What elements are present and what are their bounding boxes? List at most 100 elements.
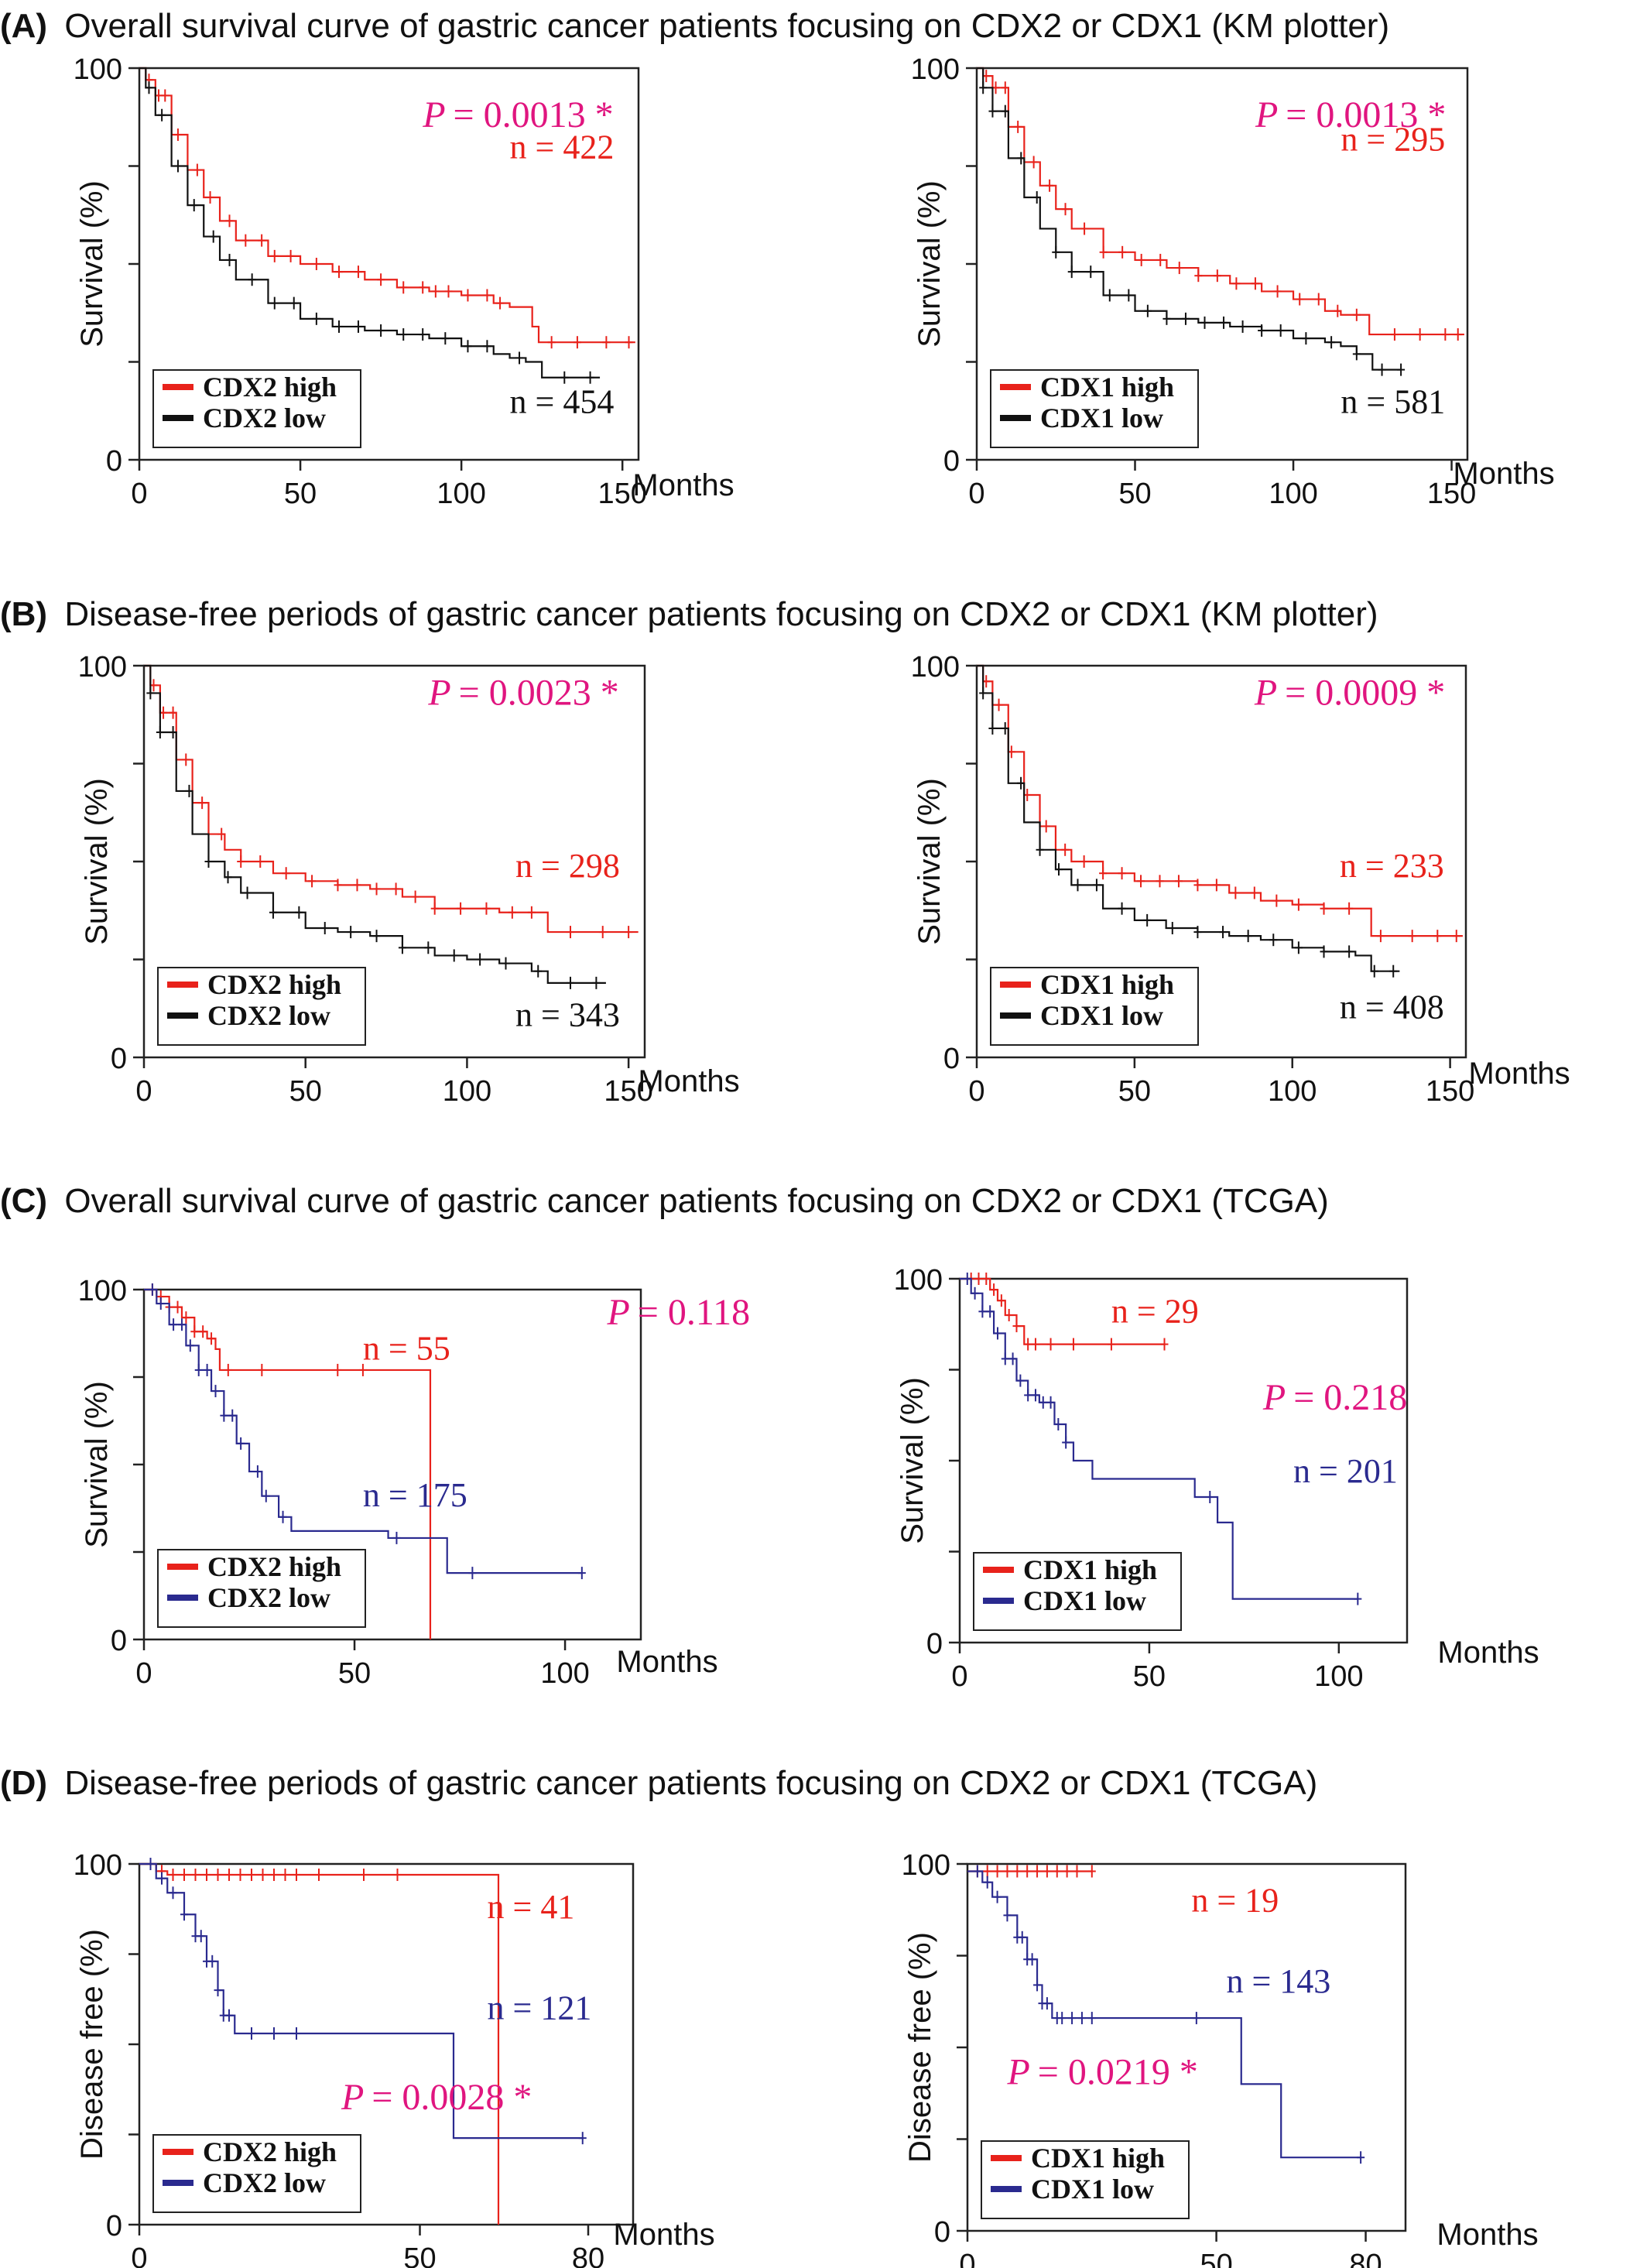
y-tick-label: 0: [106, 445, 122, 478]
x-tick-label: 80: [572, 2242, 604, 2268]
n-label-0: n = 19: [1191, 1882, 1279, 1920]
km-panel-d1: 100 00 50 80 Disease free (%) Months n = 41 n =…: [74, 1849, 715, 2268]
legend-label-0: CDX2 high: [203, 2136, 337, 2167]
title-a: Overall survival curve of gastric cancer…: [64, 7, 1389, 45]
y-tick-label: 100: [894, 1264, 943, 1297]
section-title-d: (D) Disease-free periods of gastric canc…: [0, 1764, 1317, 1802]
n-label-0: n = 298: [515, 847, 620, 885]
title-d: Disease-free periods of gastric cancer p…: [64, 1764, 1317, 1802]
legend-box: [157, 967, 366, 1046]
km-panel-c2: 100 00 50 100 Survival (%) Months n = 29 n = 20…: [894, 1264, 1539, 1693]
y-axis-label: Survival (%): [895, 1377, 930, 1544]
n-label-1: n = 581: [1341, 382, 1445, 420]
n-label-0: n = 295: [1341, 120, 1445, 158]
x-tick-label: 50: [403, 2242, 436, 2268]
p-value-text: = 0.0219 *: [1038, 2051, 1198, 2092]
x-tick-label: 50: [1118, 1075, 1151, 1108]
km-curve-0: [144, 664, 639, 934]
panel-label-a: (A): [0, 7, 47, 45]
p-value-text: = 0.0023 *: [459, 673, 619, 714]
y-tick-label: 0: [934, 2216, 950, 2249]
legend-box: [981, 2140, 1190, 2219]
p-value-symbol: P: [1255, 94, 1278, 135]
p-value: P = 0.0013 *: [1255, 94, 1446, 135]
p-value-text: = 0.0009 *: [1285, 673, 1445, 714]
x-tick-label: 0: [135, 1075, 152, 1108]
y-axis-label: Survival (%): [80, 1381, 114, 1548]
km-curve-1: [960, 1277, 1358, 1600]
p-value: P = 0.118: [606, 1292, 750, 1333]
legend-label-0: CDX2 high: [207, 969, 341, 1000]
title-b: Disease-free periods of gastric cancer p…: [64, 595, 1378, 633]
y-axis-label: Disease free (%): [75, 1929, 109, 2160]
km-panel-a1: 100 00 50 100 150 Survival (%) Months n = 422 n …: [74, 53, 734, 510]
legend-label-0: CDX1 high: [1031, 2143, 1165, 2174]
p-value-symbol: P: [1254, 673, 1277, 714]
x-axis-label: Months: [1453, 457, 1554, 491]
p-value: P = 0.0028 *: [341, 2077, 532, 2118]
legend-box: [152, 369, 361, 448]
legend-label-1: CDX1 low: [1031, 2174, 1154, 2205]
p-value: P = 0.0219 *: [1006, 2051, 1197, 2092]
x-tick-label: 150: [604, 1075, 652, 1108]
n-label-1: n = 175: [363, 1476, 467, 1514]
km-curve-0: [139, 67, 635, 344]
p-value-symbol: P: [341, 2077, 364, 2118]
legend-label-1: CDX2 low: [203, 403, 326, 433]
y-tick-label: 100: [902, 1849, 950, 1882]
p-value-text: = 0.0013 *: [1286, 94, 1446, 135]
km-panel-a2: 100 00 50 100 150 Survival (%) Months n = 295 n …: [911, 53, 1555, 510]
km-panel-b1: 100 00 50 100 150 Survival (%) Months n = 298 n …: [78, 651, 740, 1108]
p-value-symbol: P: [1262, 1377, 1286, 1418]
n-label-0: n = 233: [1340, 847, 1444, 885]
p-value: P = 0.0023 *: [427, 673, 618, 714]
legend-label-0: CDX1 high: [1040, 372, 1174, 403]
x-axis-label: Months: [1436, 2218, 1538, 2252]
n-label-1: n = 143: [1226, 1962, 1330, 2000]
x-tick-label: 150: [1426, 1075, 1474, 1108]
km-panel-d2: 100 00 50 80 Disease free (%) Months n = 19 n =…: [902, 1849, 1539, 2268]
legend-label-1: CDX1 low: [1023, 1585, 1146, 1616]
y-axis-label: Survival (%): [75, 180, 109, 348]
n-label-0: n = 55: [363, 1329, 450, 1367]
p-value-symbol: P: [422, 94, 445, 135]
legend-label-1: CDX2 low: [207, 1000, 330, 1031]
km-curve-1: [967, 1870, 1361, 2159]
p-value-symbol: P: [1006, 2051, 1029, 2092]
p-value-symbol: P: [427, 673, 450, 714]
x-tick-label: 0: [968, 1075, 984, 1108]
panel-label-d: (D): [0, 1764, 47, 1802]
x-tick-label: 50: [338, 1657, 371, 1690]
y-tick-label: 100: [911, 53, 960, 86]
section-title-b: (B) Disease-free periods of gastric canc…: [0, 595, 1378, 633]
x-tick-label: 100: [443, 1075, 491, 1108]
x-tick-label: 50: [1118, 478, 1151, 510]
legend-label-0: CDX1 high: [1023, 1554, 1157, 1585]
p-value: P = 0.0009 *: [1254, 673, 1445, 714]
x-tick-label: 50: [1133, 1660, 1166, 1693]
n-label-1: n = 201: [1293, 1452, 1398, 1490]
x-tick-label: 80: [1349, 2249, 1382, 2268]
p-value-symbol: P: [606, 1292, 629, 1333]
x-tick-label: 0: [959, 2249, 975, 2268]
km-panel-c1: 100 00 50 100 Survival (%) Months n = 55 n = 17…: [78, 1275, 751, 1690]
y-axis-label: Survival (%): [80, 778, 114, 945]
x-tick-label: 100: [1268, 1075, 1317, 1108]
y-tick-label: 100: [74, 53, 122, 86]
p-value-text: = 0.118: [638, 1292, 750, 1333]
legend-label-0: CDX2 high: [207, 1551, 341, 1582]
legend-label-1: CDX2 low: [203, 2167, 326, 2198]
x-tick-label: 0: [131, 478, 147, 510]
y-tick-label: 0: [111, 1625, 127, 1657]
section-title-c: (C) Overall survival curve of gastric ca…: [0, 1182, 1329, 1220]
x-tick-label: 0: [968, 478, 984, 510]
x-tick-label: 100: [1269, 478, 1317, 510]
x-axis-label: Months: [1468, 1057, 1570, 1091]
km-curve-0: [144, 1288, 432, 1639]
x-tick-label: 50: [284, 478, 317, 510]
y-tick-label: 0: [943, 445, 960, 478]
p-value: P = 0.0013 *: [422, 94, 613, 135]
legend-label-1: CDX1 low: [1040, 403, 1163, 433]
p-value-text: = 0.0013 *: [454, 94, 614, 135]
legend-box: [157, 1549, 366, 1628]
